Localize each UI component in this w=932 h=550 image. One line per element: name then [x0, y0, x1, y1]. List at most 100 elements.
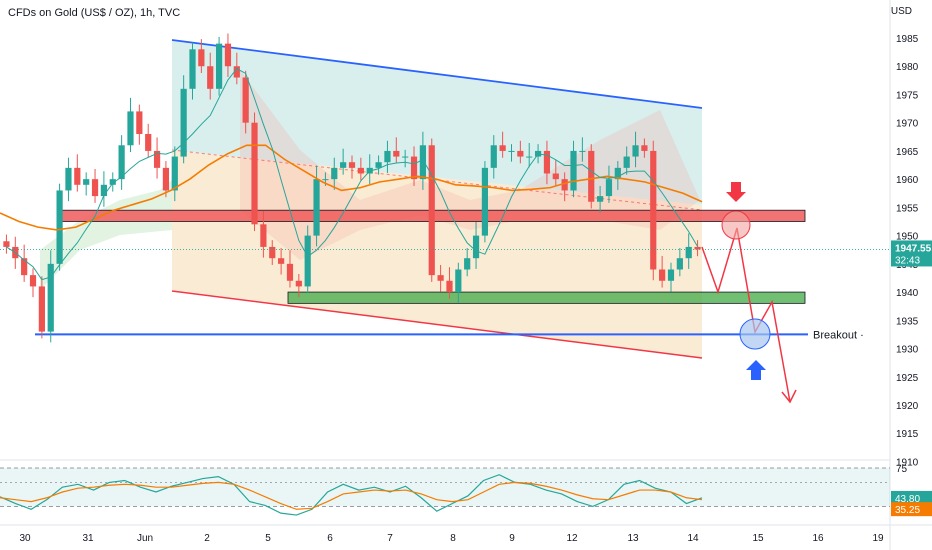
candle-body	[641, 145, 648, 151]
rsi-value-label: 43.80	[895, 494, 920, 505]
candle-body	[384, 150, 391, 163]
candle-body	[419, 145, 426, 180]
candle-body	[570, 150, 577, 191]
candle-body	[481, 167, 489, 236]
cloud-green	[40, 180, 172, 290]
time-tick-label: 8	[450, 533, 456, 544]
candle-body	[83, 179, 90, 185]
chart-title: CFDs on Gold (US$ / OZ), 1h, TVC	[8, 7, 181, 19]
up-arrow-icon	[746, 360, 766, 380]
time-tick-label: 9	[509, 533, 515, 544]
signal-value-box	[891, 502, 932, 517]
time-tick-label: 14	[687, 533, 699, 544]
candle-body	[91, 179, 99, 197]
candle-body	[162, 167, 170, 191]
time-tick-label: 19	[872, 533, 884, 544]
candle-body	[499, 145, 506, 151]
candle-body	[295, 280, 302, 287]
signal-value-label: 35.25	[895, 505, 920, 516]
candle-body	[100, 184, 107, 197]
price-tick-label: 1965	[896, 147, 919, 158]
price-tick-label: 1935	[896, 316, 919, 327]
time-tick-label: 15	[752, 533, 764, 544]
candle-body	[3, 241, 10, 247]
candle-body	[446, 280, 453, 293]
candle-body	[490, 145, 497, 168]
time-tick-label: 31	[82, 533, 94, 544]
time-tick-label: 5	[265, 533, 271, 544]
candle-body	[659, 269, 666, 281]
candle-body	[109, 179, 116, 185]
candle-body	[357, 167, 364, 174]
channel-bottom-line	[171, 290, 703, 359]
ema-line	[0, 144, 703, 231]
candle-body	[136, 111, 143, 134]
candle-body	[694, 246, 701, 250]
candle-body	[233, 66, 240, 78]
price-tick-label: 1910	[896, 457, 919, 468]
candle-body	[260, 224, 267, 247]
candle-body	[685, 246, 692, 259]
time-tick-label: 12	[566, 533, 578, 544]
price-tick-label: 1955	[896, 203, 919, 214]
time-tick-label: Jun	[137, 533, 153, 544]
candle-body	[623, 156, 630, 168]
price-tick-label: 1960	[896, 175, 919, 186]
breakout-circle	[739, 318, 771, 350]
time-tick-label: 6	[327, 533, 333, 544]
candle-body	[667, 269, 675, 281]
candle-body	[215, 43, 223, 89]
rsi-line	[0, 474, 703, 516]
price-tick-label: 1930	[896, 345, 919, 356]
rsi-signal-line	[0, 481, 703, 510]
candle-body	[428, 145, 435, 276]
candle-body	[579, 150, 586, 152]
candle-body	[455, 269, 462, 293]
candle-body	[304, 235, 311, 287]
candle-body	[552, 173, 559, 180]
candle-body	[118, 145, 125, 180]
candle-body	[614, 167, 621, 180]
candle-body	[632, 145, 639, 157]
candle-body	[402, 156, 409, 158]
candle-body	[251, 122, 258, 225]
candle-body	[180, 88, 187, 157]
candle-body	[597, 196, 604, 202]
projection-path	[701, 227, 791, 403]
price-tick-label: 1925	[896, 373, 919, 384]
price-tick-label: 1980	[896, 62, 919, 73]
time-tick-label: 30	[19, 533, 31, 544]
candle-body	[65, 167, 72, 191]
candle-body	[437, 275, 444, 281]
candle-body	[517, 150, 524, 157]
candle-body	[650, 150, 657, 270]
candle-body	[74, 167, 81, 185]
candle-body	[21, 258, 28, 276]
projection-arrowhead	[781, 389, 797, 404]
price-tick-label: 1985	[896, 34, 919, 45]
candle-body	[278, 258, 285, 264]
candle-body	[322, 179, 329, 181]
channel-upper-fill	[172, 40, 702, 205]
candle-body	[198, 49, 205, 67]
candle-body	[224, 43, 232, 67]
rsi-value-box	[891, 490, 932, 505]
price-tick-label: 1975	[896, 90, 919, 101]
candle-body	[38, 286, 45, 332]
candle-body	[313, 179, 320, 236]
down-arrow-icon	[726, 182, 746, 202]
rsi-band	[0, 468, 890, 507]
candle-body	[286, 263, 294, 281]
price-tick-label: 1970	[896, 119, 919, 130]
candle-body	[543, 150, 551, 174]
base-line	[6, 68, 698, 281]
price-tick-label: 1920	[896, 401, 919, 412]
candle-body	[410, 156, 418, 180]
candle-body	[393, 150, 400, 157]
last-price-box	[891, 240, 932, 267]
candle-body	[56, 190, 63, 264]
candle-body	[145, 133, 152, 151]
candle-body	[340, 162, 347, 168]
